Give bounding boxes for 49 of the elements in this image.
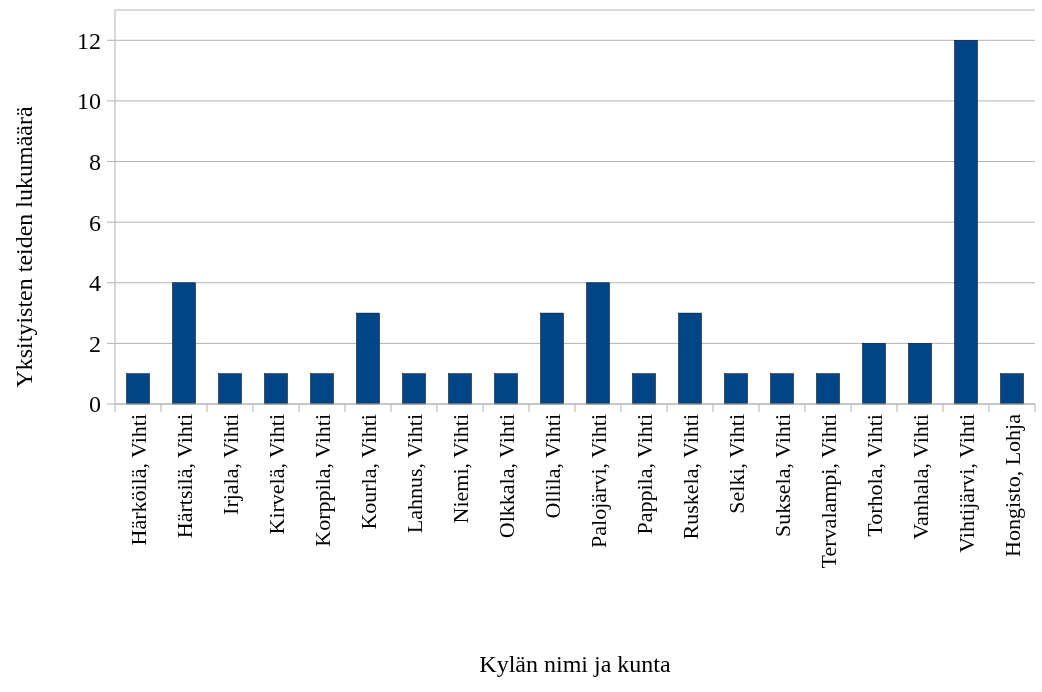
bar <box>816 373 840 405</box>
y-tick-label: 12 <box>77 27 101 54</box>
x-tick-label: Olkkala, Vihti <box>493 414 519 539</box>
bar <box>1000 373 1024 405</box>
x-axis-title: Kylän nimi ja kunta <box>479 651 671 677</box>
bar <box>310 373 334 405</box>
bar <box>632 373 656 405</box>
bar <box>724 373 748 405</box>
bar <box>678 312 702 405</box>
x-tick-label: Korppila, Vihti <box>309 414 335 547</box>
x-tick-label: Irjala, Vihti <box>217 414 243 515</box>
x-tick-label: Kourla, Vihti <box>355 414 381 530</box>
x-tick-label: Kirvelä, Vihti <box>263 414 289 535</box>
x-tick-label: Ruskela, Vihti <box>677 414 703 540</box>
bar <box>586 282 610 405</box>
x-tick-label: Vihtijärvi, Vihti <box>953 414 979 553</box>
bar <box>356 312 380 405</box>
x-tick-label: Lahnus, Vihti <box>401 414 427 534</box>
bar <box>172 282 196 405</box>
bar <box>954 40 978 405</box>
bar <box>264 373 288 405</box>
x-tick-label: Hongisto, Lohja <box>999 413 1025 557</box>
y-tick-label: 6 <box>89 209 101 236</box>
bar <box>908 343 932 405</box>
x-tick-label: Ollila, Vihti <box>539 414 565 519</box>
bar <box>540 312 564 405</box>
x-tick-label: Pappila, Vihti <box>631 414 657 535</box>
bar <box>770 373 794 405</box>
bar <box>862 343 886 405</box>
bar <box>402 373 426 405</box>
bar <box>448 373 472 405</box>
y-tick-label: 8 <box>89 148 101 175</box>
y-tick-label: 2 <box>89 330 101 357</box>
bar <box>494 373 518 405</box>
x-tick-label: Selki, Vihti <box>723 414 749 514</box>
y-tick-label: 0 <box>89 391 101 418</box>
x-tick-label: Härköilä, Vihti <box>125 414 151 546</box>
x-tick-label: Vanhala, Vihti <box>907 414 933 540</box>
x-tick-label: Suksela, Vihti <box>769 414 795 537</box>
bar <box>126 373 150 405</box>
y-axis-title: Yksityisten teiden lukumäärä <box>11 106 37 388</box>
x-tick-label: Tervalampi, Vihti <box>815 414 841 569</box>
bar <box>218 373 242 405</box>
x-tick-label: Niemi, Vihti <box>447 414 473 524</box>
x-tick-label: Palojärvi, Vihti <box>585 414 611 548</box>
x-tick-label: Härtsilä, Vihti <box>171 414 197 539</box>
y-tick-label: 4 <box>89 270 101 297</box>
y-tick-label: 10 <box>77 88 101 115</box>
x-tick-label: Torhola, Vihti <box>861 414 887 537</box>
